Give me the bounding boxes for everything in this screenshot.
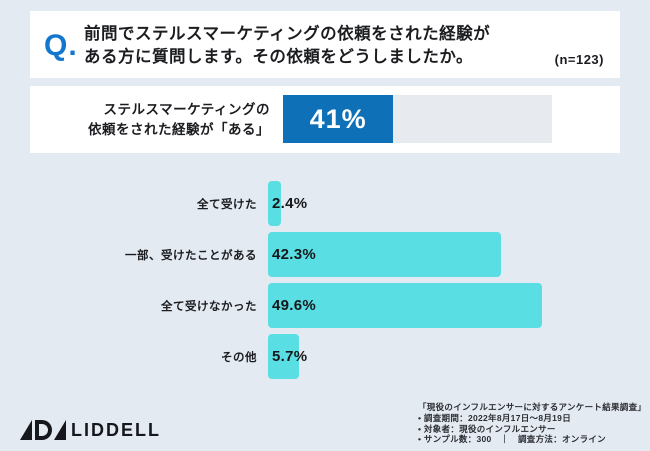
question-mark: Q. [44, 29, 78, 62]
value-bar [268, 334, 299, 379]
summary-panel: ステルスマーケティングの 依頼をされた経験が「ある」 41% [30, 86, 620, 153]
bar-chart: 全て受けた 2.4% 一部、受けたことがある 42.3% 全て受けなかった 49.6% その… [0, 181, 650, 385]
chart-row: 全て受けなかった 49.6% [0, 283, 650, 328]
liddell-wordmark: LIDDELL [71, 419, 161, 440]
survey-source-line: • 対象者：現役のインフルエンサー [418, 423, 556, 434]
value-label: 42.3% [272, 246, 317, 263]
value-bar [268, 181, 281, 226]
summary-value: 41% [309, 103, 367, 134]
summary-label-line-1: ステルスマーケティングの [103, 102, 270, 117]
category-label: その他 [221, 351, 257, 364]
sample-size: (n=123) [554, 52, 604, 67]
question-line-1: 前問でステルスマーケティングの依頼をされた経験が [84, 25, 491, 43]
value-bar [268, 232, 501, 277]
summary-label-line-2: 依頼をされた経験が「ある」 [88, 122, 270, 137]
chart-row: 全て受けた 2.4% [0, 181, 650, 226]
question-panel: Q. 前問でステルスマーケティングの依頼をされた経験が ある方に質問します。その… [30, 11, 620, 78]
liddell-logo: LIDDELL [20, 418, 161, 442]
value-bar [268, 283, 542, 328]
liddell-logo-icon [20, 419, 66, 441]
chart-row: 一部、受けたことがある 42.3% [0, 232, 650, 277]
summary-bar: 41% [283, 95, 394, 143]
value-label: 49.6% [272, 297, 317, 314]
summary-bar-track: 41% [283, 95, 552, 143]
survey-source-line: • 調査期間：2022年8月17日〜8月19日 [418, 412, 572, 423]
category-label: 全て受けなかった [161, 300, 257, 313]
question-text: 前問でステルスマーケティングの依頼をされた経験が ある方に質問します。その依頼を… [84, 23, 490, 69]
category-label: 全て受けた [197, 198, 257, 211]
survey-source-title: 「現役のインフルエンサーに対するアンケート結果調査」 [418, 402, 647, 412]
question-line-2: ある方に質問します。その依頼をどうしましたか。 [84, 48, 474, 66]
survey-source-note: 「現役のインフルエンサーに対するアンケート結果調査」 • 調査期間：2022年8… [418, 402, 647, 445]
chart-row: その他 5.7% [0, 334, 650, 379]
survey-source-line: • サンプル数：300 ｜ 調査方法：オンライン [418, 434, 606, 445]
category-label: 一部、受けたことがある [125, 249, 257, 262]
value-label: 5.7% [272, 348, 308, 365]
value-label: 2.4% [272, 195, 308, 212]
summary-label: ステルスマーケティングの 依頼をされた経験が「ある」 [30, 100, 270, 140]
